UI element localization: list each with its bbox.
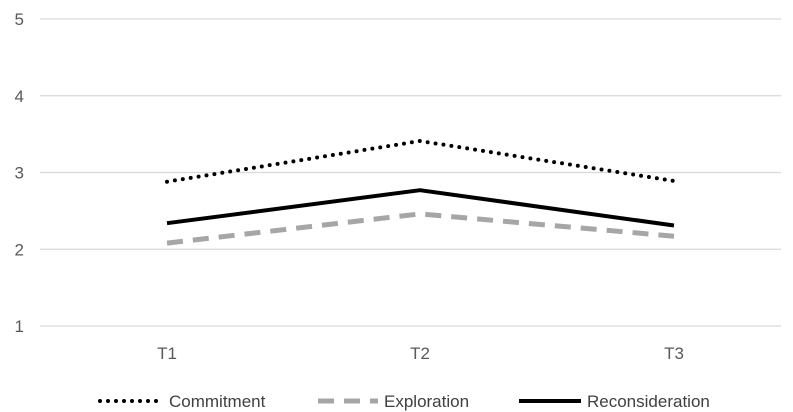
series-line-commitment [165,139,676,184]
y-tick-label: 5 [15,10,24,29]
legend: Commitment Exploration Reconsideration [98,392,710,411]
x-tick-label: T1 [157,344,177,363]
y-tick-label: 3 [15,164,24,183]
y-tick-label: 1 [15,317,24,336]
x-axis-ticks: T1 T2 T3 [157,344,684,363]
y-tick-label: 2 [15,240,24,259]
gridlines [40,18,781,327]
x-tick-label: T2 [410,344,430,363]
legend-label-commitment: Commitment [169,392,266,411]
legend-label-reconsideration: Reconsideration [587,392,710,411]
y-axis-ticks: 1 2 3 4 5 [15,10,24,336]
y-tick-label: 4 [15,87,24,106]
series-lines [165,139,676,246]
legend-label-exploration: Exploration [384,392,469,411]
series-line-reconsideration [166,188,675,228]
series-line-exploration [166,211,675,246]
x-tick-label: T3 [664,344,684,363]
